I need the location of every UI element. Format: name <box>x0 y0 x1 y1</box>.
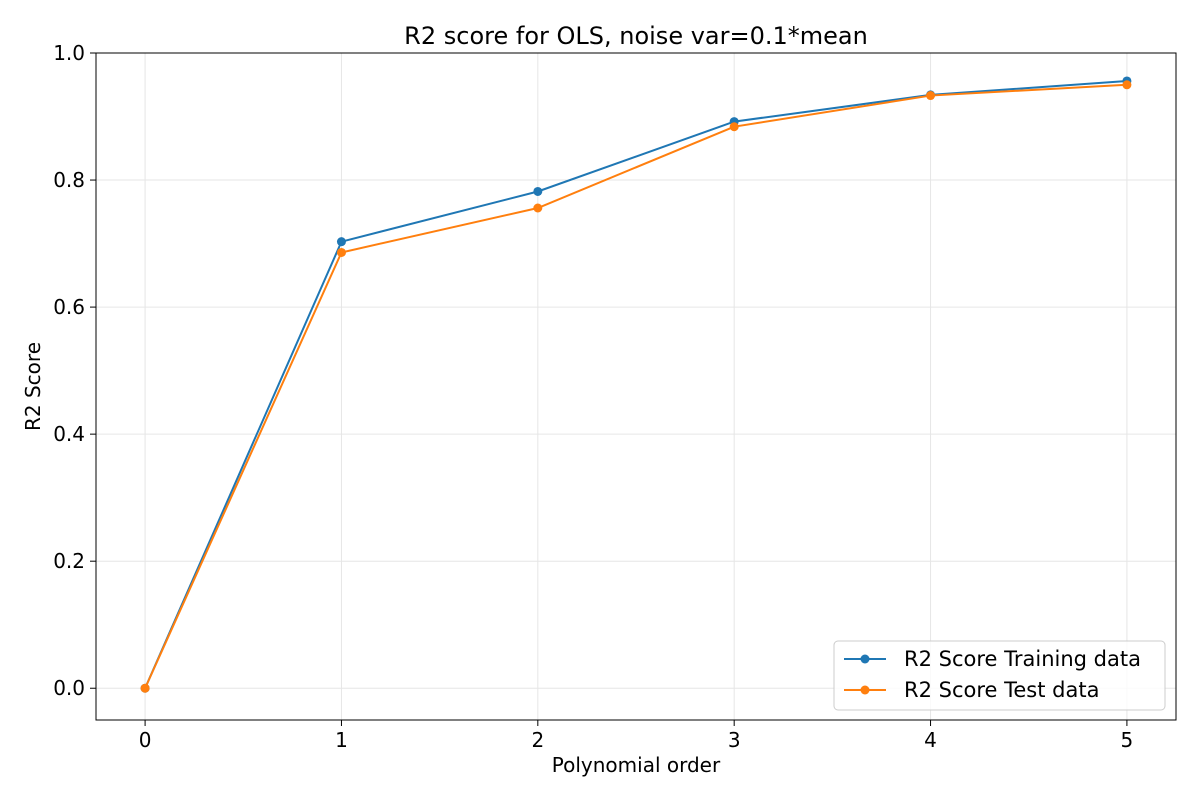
data-point-series-2 <box>533 203 543 213</box>
data-point-series-1 <box>533 186 543 196</box>
y-axis-label: R2 Score <box>21 342 45 431</box>
tick-layer: 0 1 2 3 4 5 0.0 0.2 0.4 0.6 0.8 1.0 <box>53 41 1133 752</box>
data-point-series-2 <box>729 122 739 132</box>
legend-marker-2 <box>860 685 870 695</box>
data-point-series-2 <box>336 247 346 257</box>
legend-box <box>833 640 1166 711</box>
x-tick-label: 2 <box>531 728 544 752</box>
y-tick-label: 0.2 <box>53 549 85 573</box>
legend: R2 Score Training data R2 Score Test data <box>833 640 1166 711</box>
data-point-series-2 <box>1122 80 1132 90</box>
y-tick-label: 0.8 <box>53 168 85 192</box>
data-point-series-1 <box>336 237 346 247</box>
data-point-series-2 <box>140 683 150 693</box>
series-layer <box>140 76 1132 693</box>
series-line-1 <box>144 79 1127 689</box>
x-tick-label: 5 <box>1121 728 1134 752</box>
grid-layer <box>96 52 1176 720</box>
y-tick-label: 0.0 <box>53 676 85 700</box>
x-tick-label: 0 <box>139 728 152 752</box>
y-tick-label: 0.6 <box>53 295 85 319</box>
legend-label-1: R2 Score Training data <box>904 647 1141 671</box>
plot-frame <box>95 52 1177 721</box>
y-tick-label: 0.4 <box>53 422 85 446</box>
series-line-2 <box>144 83 1127 689</box>
legend-label-2: R2 Score Test data <box>904 678 1099 702</box>
data-point-series-2 <box>926 91 936 101</box>
chart-title: R2 score for OLS, noise var=0.1*mean <box>404 22 868 50</box>
x-tick-label: 3 <box>728 728 741 752</box>
x-tick-label: 4 <box>924 728 937 752</box>
legend-marker-1 <box>860 654 870 664</box>
x-tick-label: 1 <box>335 728 348 752</box>
y-tick-label: 1.0 <box>53 41 85 65</box>
x-axis-label: Polynomial order <box>552 753 721 777</box>
